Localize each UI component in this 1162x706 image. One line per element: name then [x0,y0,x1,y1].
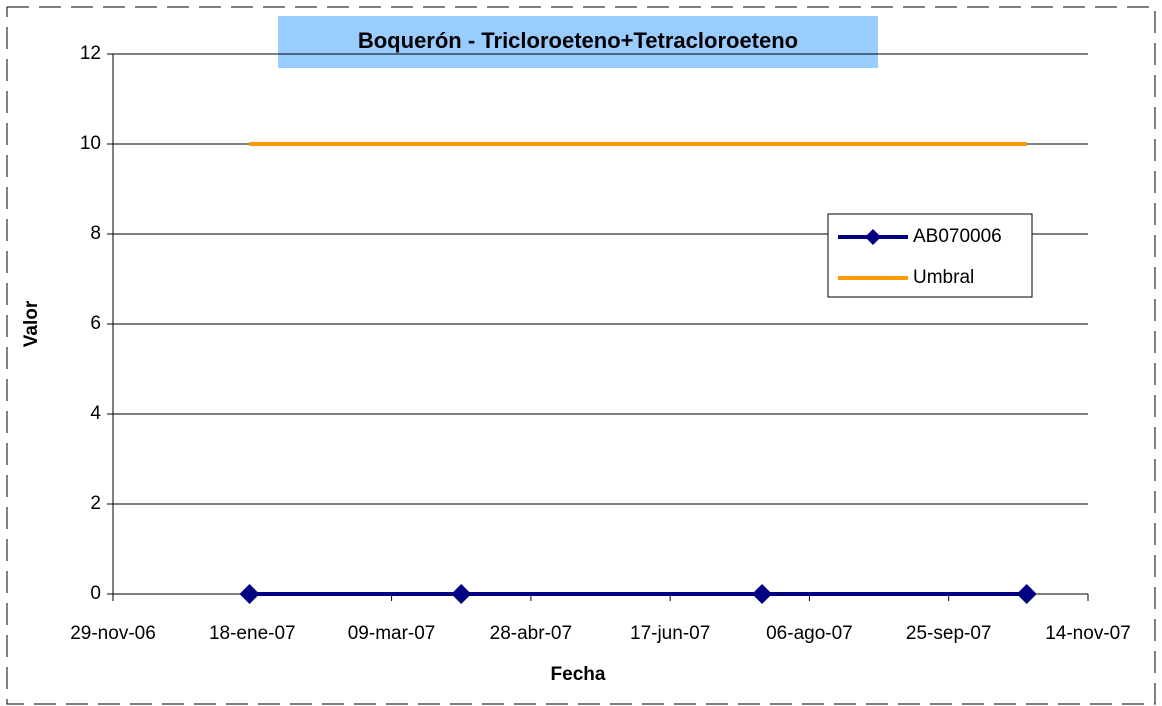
y-tick-label: 12 [80,43,101,64]
point-marker [239,584,260,604]
title-box [278,16,878,68]
point-marker [752,584,773,604]
x-axis-label: Fecha [551,664,606,685]
x-tick-label: 09-mar-07 [348,623,436,644]
legend-label: AB070006 [913,226,1002,247]
x-tick-label: 14-nov-07 [1045,623,1131,644]
x-tick-label: 17-jun-07 [630,623,710,644]
y-axis-label: Valor [21,300,42,347]
legend-label: Umbral [913,267,974,288]
x-tick-label: 18-ene-07 [209,623,296,644]
y-tick-label: 10 [80,133,101,154]
y-tick-label: 2 [90,493,101,514]
chart-title: Boquerón - Tricloroeteno+Tetracloroeteno [358,28,798,53]
legend-marker [865,229,881,245]
y-tick-label: 8 [90,223,101,244]
y-tick-label: 6 [90,313,101,334]
chart-border [6,6,1156,705]
point-marker [1016,584,1037,604]
point-marker [451,584,472,604]
x-tick-label: 06-ago-07 [766,623,853,644]
legend-box [827,213,1033,298]
y-tick-label: 4 [90,403,101,424]
x-tick-label: 28-abr-07 [490,623,572,644]
x-tick-label: 29-nov-06 [70,623,156,644]
x-tick-label: 25-sep-07 [906,623,992,644]
y-tick-label: 0 [90,583,101,604]
